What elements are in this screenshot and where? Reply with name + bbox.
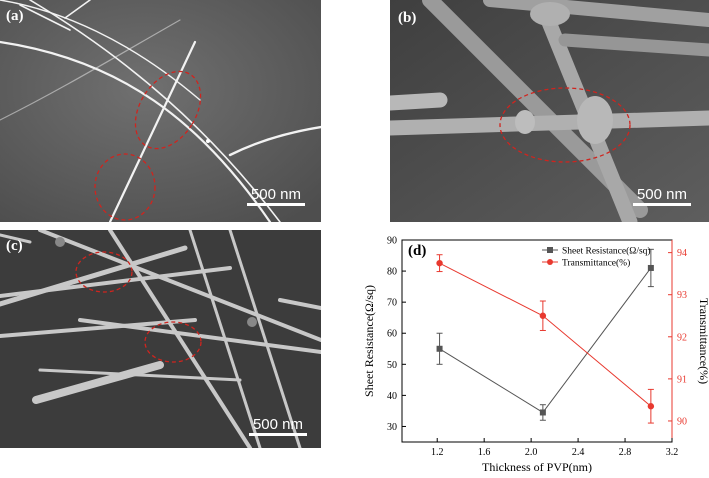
series-line-1 (439, 262, 652, 407)
chart-axes: 1.2 1.6 2.0 2.4 2.8 3.2 Thickness of PVP(nm) 30… (362, 236, 709, 475)
y-right-tick-label: 94 (677, 248, 687, 259)
y-left-tick-label: 90 (387, 236, 397, 247)
y-left-tick-label: 30 (387, 422, 397, 433)
chart-panel-d: 1.2 1.6 2.0 2.4 2.8 3.2 Thickness of PVP(nm) 30… (340, 230, 709, 475)
data-point-circle (539, 312, 547, 319)
y-left-tick-label: 60 (387, 329, 397, 340)
y-right-axis-label: Transmittance(%) (697, 298, 709, 384)
sem-panel-c: (c) 500 nm (0, 230, 321, 448)
data-point-circle (647, 403, 655, 410)
plot-frame (401, 239, 673, 443)
sem-panel-a: (a) 500 nm (0, 0, 321, 222)
sem-image-a (0, 0, 321, 222)
y-left-tick-label: 50 (387, 360, 397, 371)
sem-panel-b: (b) 500 nm (390, 0, 709, 222)
y-right-tick-label: 91 (677, 374, 687, 385)
y-right-tick-label: 93 (677, 290, 687, 301)
panel-label-d: (d) (408, 243, 426, 259)
panel-label-b: (b) (398, 10, 417, 26)
y-left-tick-label: 70 (387, 298, 397, 309)
scale-bar-a: 500 nm (244, 186, 308, 206)
chart-svg: 1.2 1.6 2.0 2.4 2.8 3.2 Thickness of PVP(nm) 30… (362, 236, 709, 475)
scale-bar-line-a (247, 203, 305, 206)
y-left-tick-label: 40 (387, 391, 397, 402)
x-tick-label: 1.6 (478, 447, 491, 458)
legend-label-1: Transmittance(%) (562, 258, 630, 269)
data-point-circle (436, 259, 443, 267)
scale-bar-c: 500 nm (246, 416, 310, 436)
chart-marks: Sheet Resistance(Ω/sq)Transmittance(%) (436, 246, 655, 424)
y-left-tick-label: 80 (387, 267, 397, 278)
scale-bar-label-b: 500 nm (636, 186, 688, 203)
legend-marker-square (547, 247, 553, 253)
panel-label-c: (c) (6, 238, 23, 254)
data-point-square (647, 264, 654, 271)
sem-image-c (0, 230, 321, 448)
series-line-0 (439, 267, 652, 414)
y-right-tick-label: 90 (677, 416, 687, 427)
data-point-square (436, 345, 443, 352)
legend-label-0: Sheet Resistance(Ω/sq) (562, 246, 651, 257)
y-left-axis-label: Sheet Resistance(Ω/sq) (362, 285, 376, 397)
scale-bar-label-a: 500 nm (250, 186, 302, 203)
x-tick-label: 2.0 (525, 447, 538, 458)
legend-marker-circle (547, 259, 553, 265)
x-axis-label: Thickness of PVP(nm) (482, 460, 592, 473)
scale-bar-line-c (249, 433, 307, 436)
data-point-square (539, 409, 546, 416)
sem-image-b (390, 0, 709, 222)
x-tick-label: 3.2 (666, 447, 679, 458)
y-right-tick-label: 92 (677, 332, 687, 343)
scale-bar-b: 500 nm (630, 186, 694, 206)
x-tick-label: 2.4 (572, 447, 585, 458)
scale-bar-line-b (633, 203, 691, 206)
scale-bar-label-c: 500 nm (252, 416, 304, 433)
panel-label-a: (a) (6, 8, 24, 24)
legend: Sheet Resistance(Ω/sq)Transmittance(%) (542, 246, 651, 269)
x-tick-label: 2.8 (619, 447, 632, 458)
x-tick-label: 1.2 (431, 447, 444, 458)
